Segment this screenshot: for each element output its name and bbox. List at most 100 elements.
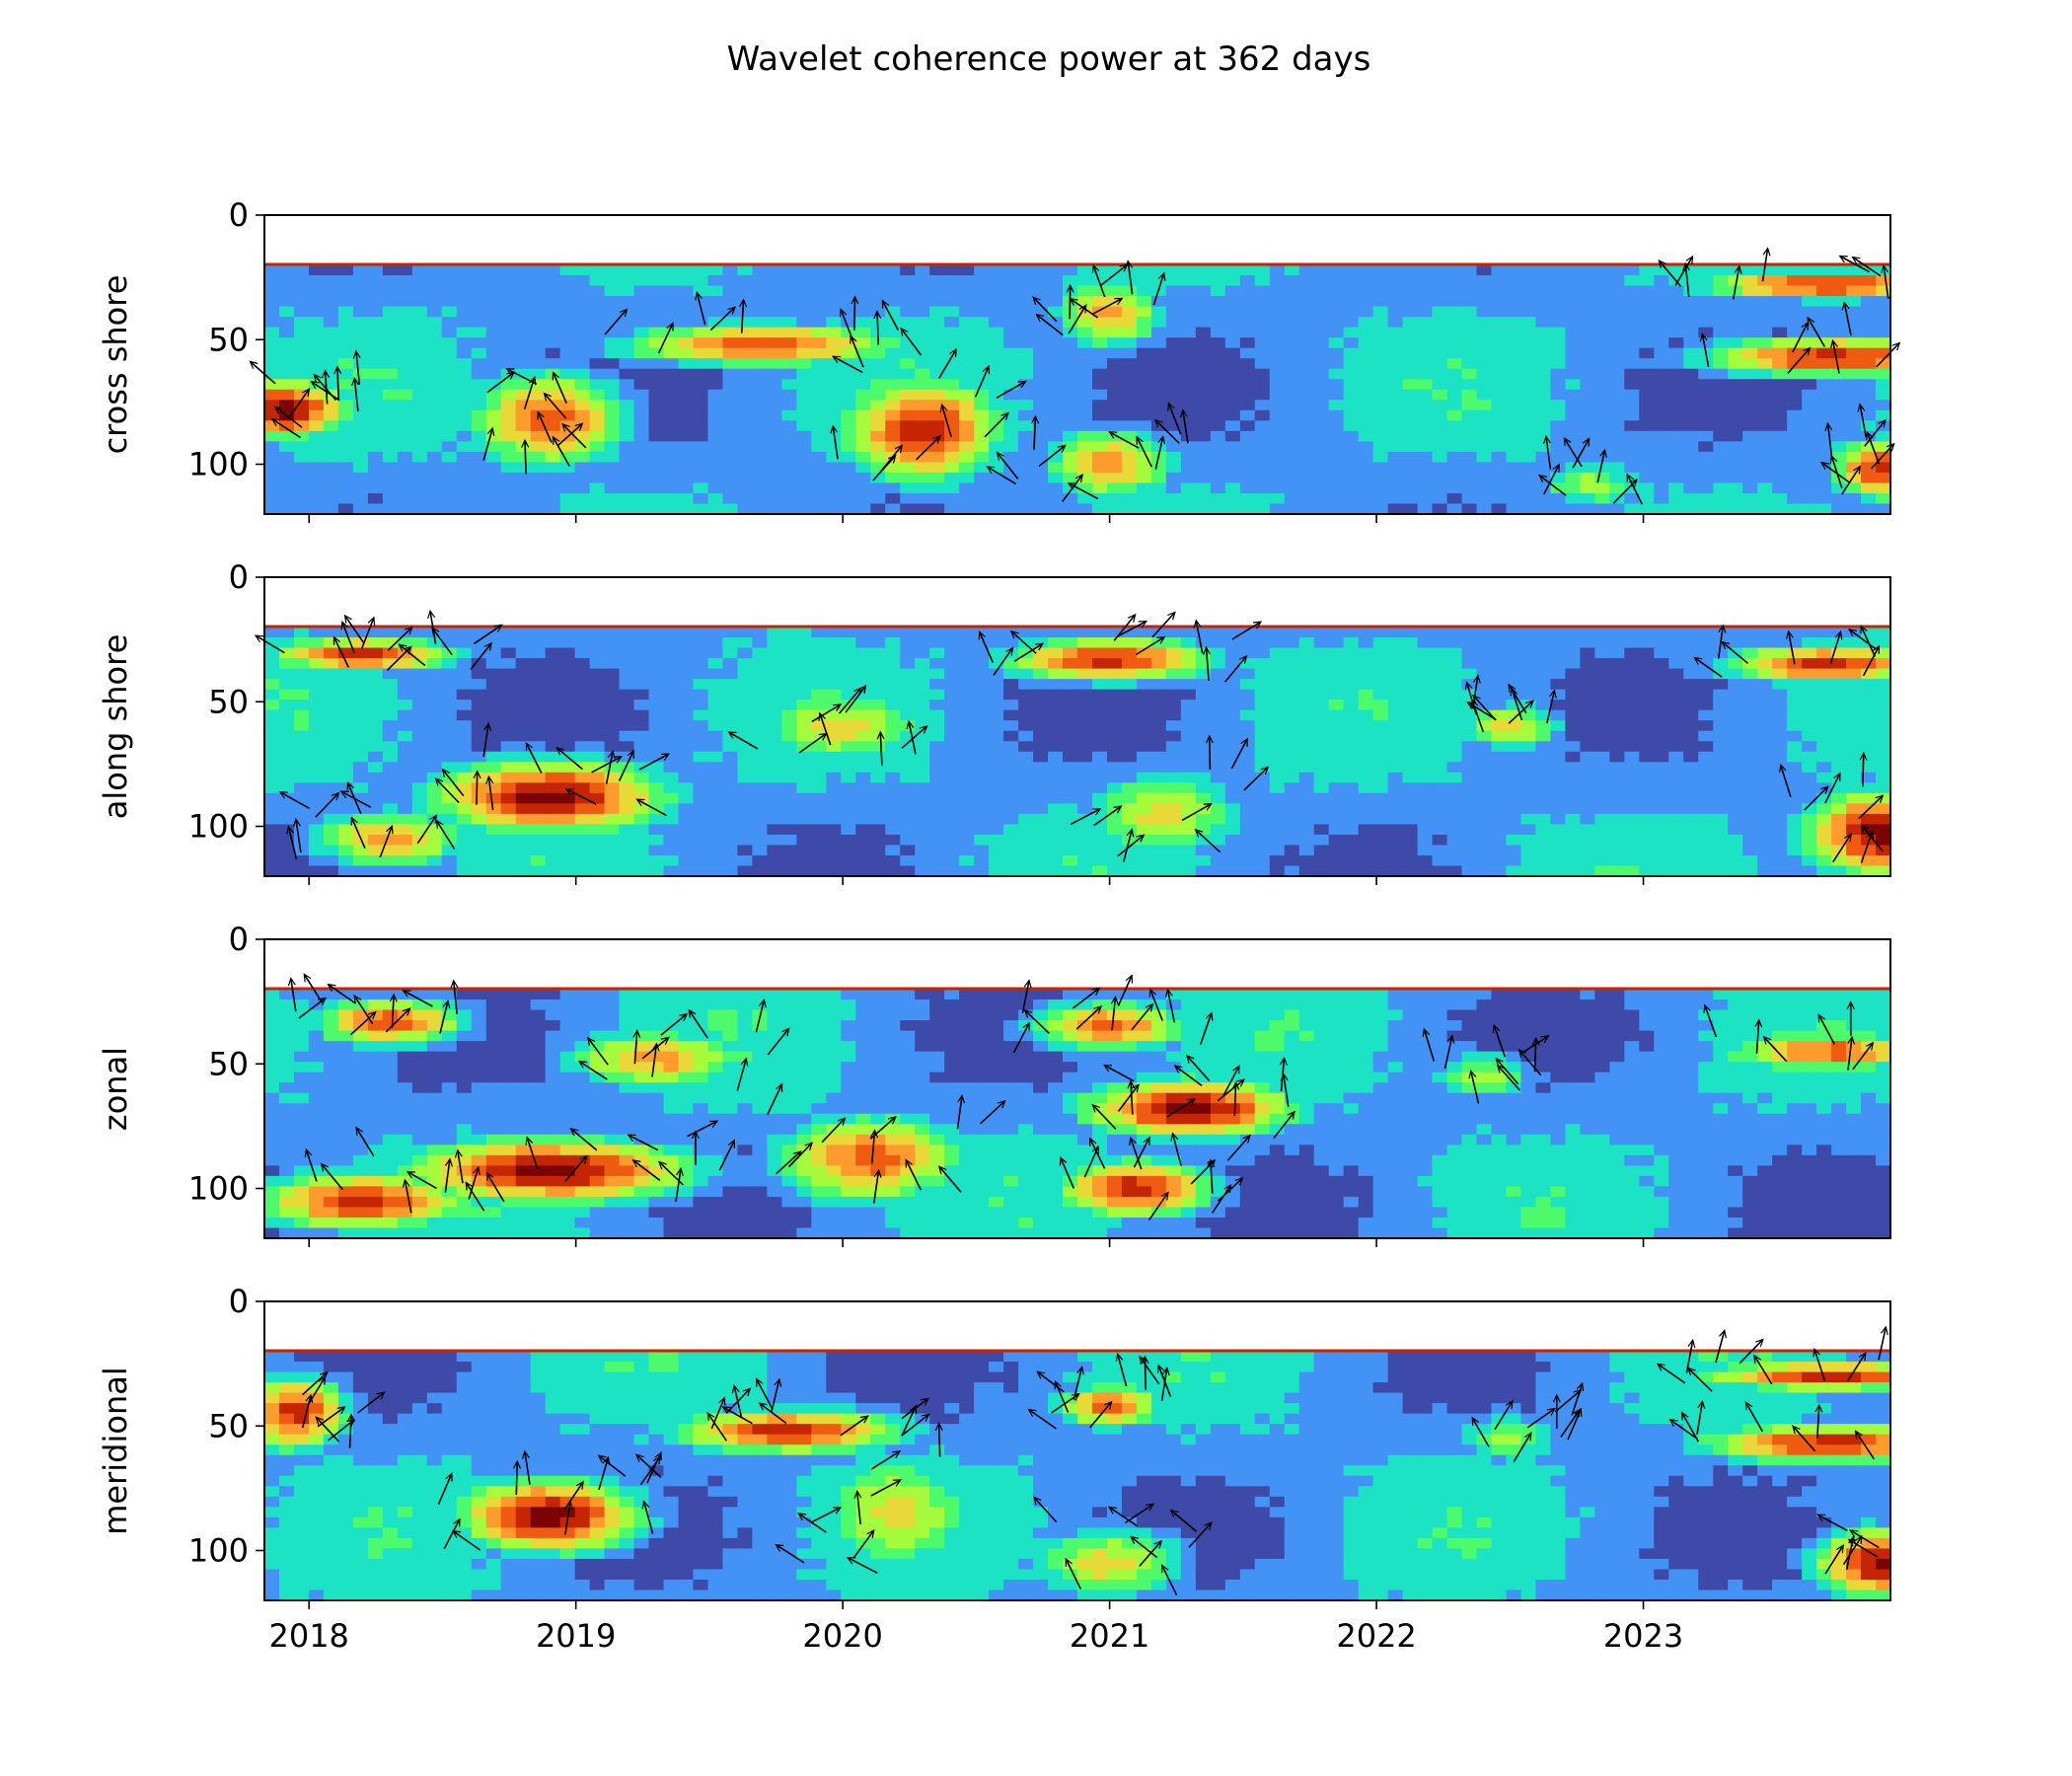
heatmap-cell (559, 730, 576, 742)
heatmap-cell (1520, 420, 1537, 432)
heatmap-cell (545, 347, 561, 359)
heatmap-cell (1165, 400, 1182, 411)
heatmap-cell (1476, 741, 1493, 753)
phase-arrow (1831, 339, 1840, 374)
heatmap-cell (1624, 647, 1640, 659)
heatmap-cell (1224, 337, 1241, 349)
heatmap-cell (826, 824, 842, 836)
heatmap-cell (1609, 317, 1625, 329)
heatmap-cell (663, 658, 680, 670)
heatmap-cell (1417, 264, 1434, 276)
heatmap-cell (1165, 668, 1182, 680)
phase-arrow-head (1035, 313, 1045, 323)
heatmap-cell (485, 358, 502, 370)
heatmap-cell (1535, 368, 1552, 380)
heatmap-cell (648, 462, 665, 474)
heatmap-cell (1210, 782, 1226, 794)
phase-arrow (1807, 317, 1825, 347)
heatmap-cell (944, 741, 960, 753)
heatmap-cell (515, 430, 532, 442)
heatmap-cell (737, 492, 753, 505)
heatmap-cell (781, 462, 797, 474)
heatmap-cell (1358, 792, 1374, 804)
heatmap-cell (382, 337, 399, 349)
heatmap-cell (293, 637, 310, 649)
heatmap-cell (500, 503, 517, 515)
heatmap-cell (1063, 700, 1078, 711)
heatmap-cell (648, 803, 665, 815)
heatmap-cell (767, 472, 782, 484)
heatmap-cell (411, 441, 428, 453)
heatmap-cell (648, 668, 665, 680)
heatmap-cell (1372, 400, 1389, 411)
heatmap-cell (737, 379, 753, 391)
heatmap-cell (500, 647, 517, 659)
heatmap-cell (855, 792, 871, 804)
heatmap-cell (293, 720, 310, 732)
heatmap-cell (1639, 472, 1655, 484)
heatmap-cell (456, 647, 473, 659)
heatmap-cell (663, 368, 680, 380)
heatmap-cell (352, 306, 369, 318)
heatmap-cell (1654, 472, 1669, 484)
heatmap-cell (663, 451, 680, 463)
heatmap-cell (545, 813, 561, 825)
heatmap-cell (1063, 762, 1078, 774)
heatmap-cell (441, 751, 458, 763)
heatmap-cell (397, 420, 413, 432)
heatmap-cell (1106, 503, 1123, 515)
heatmap-cell (1698, 668, 1714, 680)
heatmap-cell (1831, 762, 1847, 774)
heatmap-cell (515, 317, 532, 329)
heatmap-cell (989, 772, 1004, 783)
heatmap-cell (1224, 306, 1241, 318)
heatmap-cell (515, 389, 532, 401)
heatmap-cell (1077, 368, 1093, 380)
heatmap-cell (1313, 803, 1330, 815)
heatmap-cell (663, 824, 680, 836)
heatmap-cell (693, 813, 709, 825)
heatmap-cell (1343, 772, 1360, 783)
heatmap-cell (1298, 679, 1315, 691)
heatmap-cell (1787, 782, 1803, 794)
heatmap-cell (811, 400, 827, 411)
heatmap-cell (1861, 306, 1877, 318)
heatmap-cell (1565, 709, 1581, 721)
heatmap-cell (604, 658, 621, 670)
heatmap-cell (1520, 813, 1537, 825)
heatmap-cell (1876, 317, 1891, 329)
heatmap-cell (1876, 358, 1891, 370)
phase-arrow-head (932, 435, 941, 444)
heatmap-cell (1417, 709, 1434, 721)
heatmap-cell (1150, 337, 1167, 349)
heatmap-cell (1742, 358, 1758, 370)
heatmap-cell (1772, 792, 1788, 804)
heatmap-cell (915, 730, 930, 742)
heatmap-cell (1728, 306, 1743, 318)
heatmap-cell (1298, 430, 1315, 442)
heatmap-cell (1683, 730, 1699, 742)
heatmap-cell (1609, 264, 1625, 276)
heatmap-cell (1698, 679, 1714, 691)
heatmap-cell (1461, 296, 1478, 308)
heatmap-cell (1861, 813, 1877, 825)
heatmap-cell (1713, 264, 1729, 276)
phase-arrow-head (727, 306, 736, 315)
heatmap-cell (337, 389, 354, 401)
heatmap-cell (1698, 803, 1714, 815)
heatmap-cell (1417, 658, 1434, 670)
heatmap-cell (1077, 658, 1093, 670)
heatmap-cell (500, 772, 517, 783)
heatmap-cell (1787, 772, 1803, 783)
heatmap-cell (278, 679, 295, 691)
heatmap-cell (1594, 658, 1610, 670)
heatmap-cell (382, 400, 399, 411)
heatmap-cell (337, 420, 354, 432)
heatmap-cell (1387, 741, 1404, 753)
heatmap-cell (1063, 275, 1078, 287)
heatmap-cell (367, 503, 384, 515)
phase-arrow-head (1599, 448, 1607, 459)
heatmap-cell (1668, 772, 1684, 783)
heatmap-cell (397, 658, 413, 670)
heatmap-cell (1210, 296, 1226, 308)
